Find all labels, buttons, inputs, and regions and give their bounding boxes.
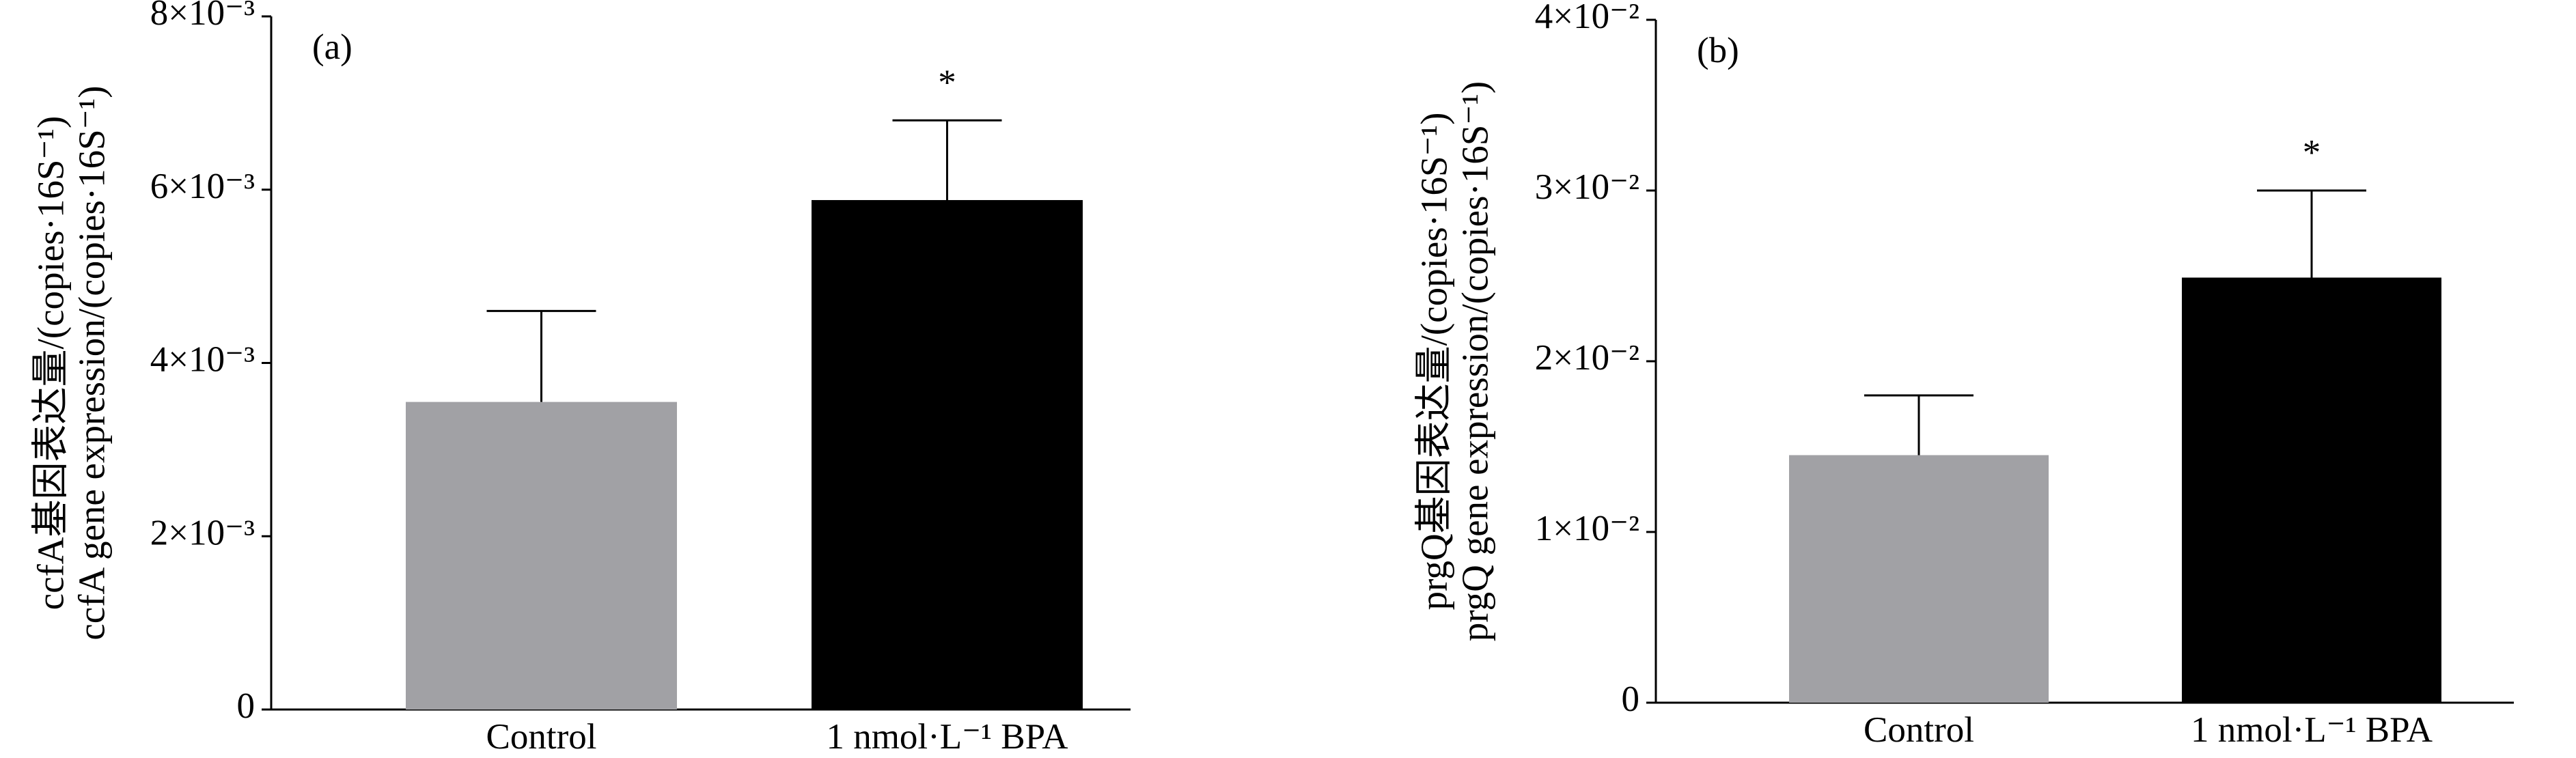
bar (2182, 277, 2441, 703)
y-tick-label: 8×10⁻³ (150, 0, 255, 33)
y-axis-label: prgQ gene expression/(copies·16S⁻¹) (1454, 81, 1496, 641)
y-tick-label: 6×10⁻³ (150, 167, 255, 206)
y-axis-label: ccfA gene expression/(copies·16S⁻¹) (71, 85, 113, 640)
bar (812, 199, 1083, 710)
bar (406, 402, 677, 710)
panel-label: (a) (312, 27, 352, 67)
x-tick-label: Control (486, 717, 597, 757)
y-axis-label: ccfA基因表达量/(copies·16S⁻¹) (30, 116, 72, 610)
y-tick-label: 1×10⁻² (1535, 509, 1639, 548)
y-tick-label: 0 (237, 686, 255, 726)
significance-mark: * (2303, 133, 2321, 173)
y-tick-label: 3×10⁻² (1535, 167, 1639, 207)
significance-mark: * (938, 63, 956, 102)
y-tick-label: 4×10⁻³ (150, 340, 255, 380)
y-tick-label: 4×10⁻² (1535, 0, 1639, 36)
bar (1789, 455, 2049, 703)
y-axis-label: prgQ基因表达量/(copies·16S⁻¹) (1413, 113, 1455, 610)
x-tick-label: 1 nmol·L⁻¹ BPA (2191, 710, 2433, 750)
y-tick-label: 2×10⁻³ (150, 513, 255, 552)
panel-label: (b) (1697, 31, 1739, 70)
x-tick-label: 1 nmol·L⁻¹ BPA (826, 717, 1068, 757)
y-tick-label: 0 (1622, 679, 1640, 719)
y-tick-label: 2×10⁻² (1535, 338, 1639, 378)
x-tick-label: Control (1864, 710, 1974, 750)
